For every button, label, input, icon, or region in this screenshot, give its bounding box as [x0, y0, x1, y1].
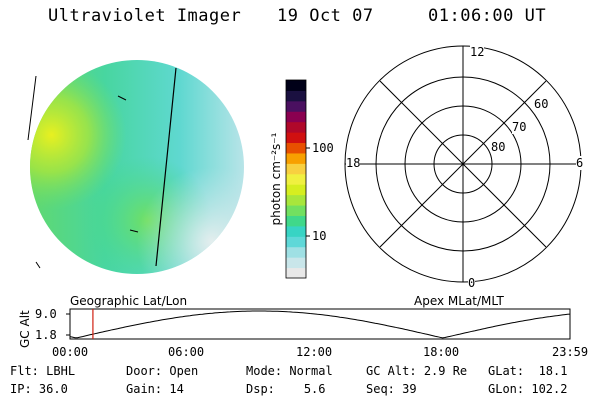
info-door: Door: Open — [126, 364, 199, 378]
gc-alt-value: 2.9 Re — [423, 364, 468, 378]
info-filter: Flt: LBHL — [10, 364, 76, 378]
colorbar-segment — [286, 152, 306, 164]
observation-time: 01:06:00 UT — [428, 6, 547, 26]
colorbar-segment — [286, 80, 306, 91]
colorbar-segment — [286, 215, 306, 227]
seq-value: 39 — [402, 382, 417, 396]
mlat-label-70: 70 — [512, 120, 527, 134]
colorbar-segment — [286, 246, 306, 258]
colorbar-segment — [286, 90, 306, 102]
colorbar-segment — [286, 267, 306, 279]
apex-caption: Apex MLat/MLT — [414, 294, 504, 308]
time-tick-2359: 23:59 — [552, 345, 589, 359]
ip-value: 36.0 — [38, 382, 68, 396]
info-glat: GLat: 18.1 — [488, 364, 568, 378]
geographic-caption: Geographic Lat/Lon — [70, 294, 188, 308]
colorbar-segment — [286, 163, 306, 175]
altitude-axis-label: GC Alt — [18, 310, 32, 348]
mlat-label-60: 60 — [534, 97, 549, 111]
filter-value: LBHL — [46, 364, 76, 378]
observation-date: 19 Oct 07 — [277, 6, 374, 26]
colorbar-segment — [286, 205, 306, 216]
colorbar-segment — [286, 184, 306, 196]
colorbar-segment — [286, 257, 306, 269]
info-seq: Seq: 39 — [366, 382, 417, 396]
info-dsp: Dsp: 5.6 — [246, 382, 326, 396]
info-mode: Mode: Normal — [246, 364, 333, 378]
colorbar-segment — [286, 132, 306, 144]
colorbar-segment — [286, 173, 306, 185]
imager-title: Ultraviolet Imager — [48, 6, 242, 26]
colorbar-segment — [286, 111, 306, 123]
gain-value: 14 — [169, 382, 184, 396]
info-ip: IP: 36.0 — [10, 382, 68, 396]
alt-tick-9: 9.0 — [35, 307, 57, 321]
colorbar-segment — [286, 142, 306, 154]
alt-tick-1-8: 1.8 — [35, 328, 57, 342]
time-tick-0000: 00:00 — [52, 345, 89, 359]
colorbar-tick-10: 10 — [312, 229, 327, 243]
mlt-label-12: 12 — [470, 45, 485, 59]
terminator-line — [155, 67, 177, 267]
colorbar-segment — [286, 121, 306, 133]
door-value: Open — [169, 364, 199, 378]
colorbar-segment — [286, 236, 306, 248]
mlat-label-80: 80 — [491, 140, 506, 154]
time-tick-1200: 12:00 — [296, 345, 333, 359]
mlt-label-18: 18 — [346, 156, 361, 170]
mlt-label-0: 0 — [468, 276, 476, 290]
colorbar-tick-100: 100 — [312, 141, 334, 155]
glat-value: 18.1 — [538, 364, 568, 378]
time-tick-0600: 06:00 — [168, 345, 205, 359]
info-gc-alt: GC Alt: 2.9 Re — [366, 364, 468, 378]
colorbar-segment — [286, 100, 306, 112]
time-tick-1800: 18:00 — [423, 345, 460, 359]
info-gain: Gain: 14 — [126, 382, 184, 396]
colorbar-segment — [286, 194, 306, 206]
glon-value: 102.2 — [531, 382, 568, 396]
edge-line-left — [27, 75, 37, 141]
colorbar-segment — [286, 225, 306, 237]
info-glon: GLon: 102.2 — [488, 382, 568, 396]
dsp-value: 5.6 — [303, 382, 326, 396]
mode-value: Normal — [289, 364, 333, 378]
mlt-label-6: 6 — [576, 156, 584, 170]
